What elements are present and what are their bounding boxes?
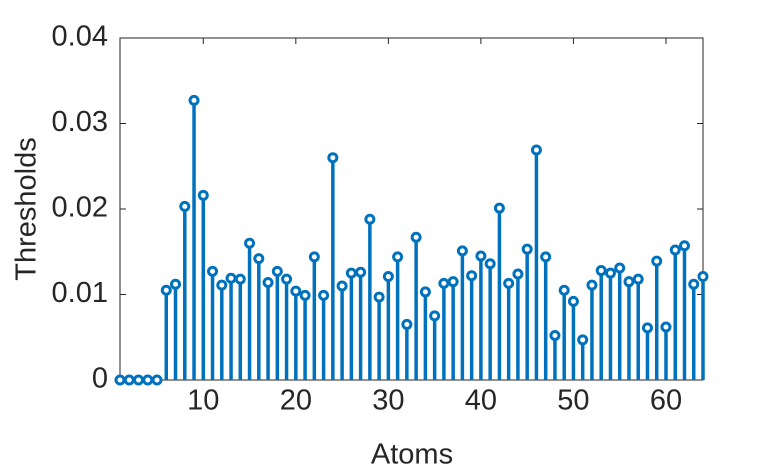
x-tick-label: 30 <box>372 385 404 417</box>
stem-marker <box>567 295 579 307</box>
stem-marker <box>401 318 413 330</box>
stem-marker <box>493 202 505 214</box>
stem-marker <box>373 291 385 303</box>
stem-marker <box>438 277 450 289</box>
stem-marker <box>142 374 154 386</box>
stem-marker <box>540 251 552 263</box>
y-tick-label: 0.01 <box>52 277 108 309</box>
y-axis-label: Thresholds <box>11 137 43 280</box>
stem-marker <box>549 330 561 342</box>
x-tick-label: 60 <box>650 385 682 417</box>
stem-marker <box>253 253 265 265</box>
stem-marker <box>170 278 182 290</box>
stem-marker <box>392 251 404 263</box>
stem-marker <box>382 271 394 283</box>
stem-marker <box>197 189 209 201</box>
stem-marker <box>336 280 348 292</box>
x-tick-label: 20 <box>280 385 312 417</box>
stem-marker <box>660 321 672 333</box>
stem-marker <box>632 273 644 285</box>
stem-marker <box>697 271 709 283</box>
stem-marker <box>530 144 542 156</box>
x-tick-label: 40 <box>465 385 497 417</box>
stem-marker <box>299 289 311 301</box>
stem-marker <box>669 244 681 256</box>
x-tick-label: 10 <box>187 385 219 417</box>
stem-marker <box>234 273 246 285</box>
stem-marker <box>521 243 533 255</box>
x-tick-label: 50 <box>557 385 589 417</box>
stem-marker <box>678 240 690 252</box>
stem-marker <box>262 277 274 289</box>
stem-marker <box>281 273 293 285</box>
stem-marker <box>355 266 367 278</box>
x-axis-label: Atoms <box>371 439 453 471</box>
stem-marker <box>484 258 496 270</box>
stem-marker <box>410 231 422 243</box>
stem-marker <box>586 279 598 291</box>
stem-marker <box>188 94 200 106</box>
stem-marker <box>290 285 302 297</box>
stem-marker <box>419 286 431 298</box>
y-tick-label: 0.02 <box>52 192 108 224</box>
stem-marker <box>179 200 191 212</box>
stem-marker <box>466 270 478 282</box>
stem-marker <box>503 277 515 289</box>
stem-marker <box>308 251 320 263</box>
stem-marker <box>641 322 653 334</box>
stem-marker <box>133 374 145 386</box>
stem-marker <box>216 279 228 291</box>
stem-marker <box>614 262 626 274</box>
stem-marker <box>225 272 237 284</box>
stem-marker <box>271 265 283 277</box>
stem-marker <box>114 374 126 386</box>
stem-marker <box>688 278 700 290</box>
stem-marker <box>429 310 441 322</box>
y-tick-label: 0.04 <box>52 21 108 53</box>
y-tick-label: 0.03 <box>52 106 108 138</box>
stem-marker <box>327 152 339 164</box>
stem-marker <box>475 250 487 262</box>
stem-marker <box>558 284 570 296</box>
stem-marker <box>651 255 663 267</box>
stem-marker <box>595 265 607 277</box>
stem-marker <box>160 284 172 296</box>
stem-marker <box>345 267 357 279</box>
stem-marker <box>364 213 376 225</box>
y-tick-label: 0 <box>92 363 108 395</box>
stem-marker <box>604 267 616 279</box>
stem-marker <box>512 268 524 280</box>
stem-marker <box>456 245 468 257</box>
stem-marker <box>123 374 135 386</box>
stem-marker <box>623 276 635 288</box>
stem-marker <box>318 289 330 301</box>
stem-marker <box>244 237 256 249</box>
stem-marker <box>207 265 219 277</box>
stem-marker <box>447 276 459 288</box>
stem-marker <box>577 334 589 346</box>
stem-marker <box>151 374 163 386</box>
